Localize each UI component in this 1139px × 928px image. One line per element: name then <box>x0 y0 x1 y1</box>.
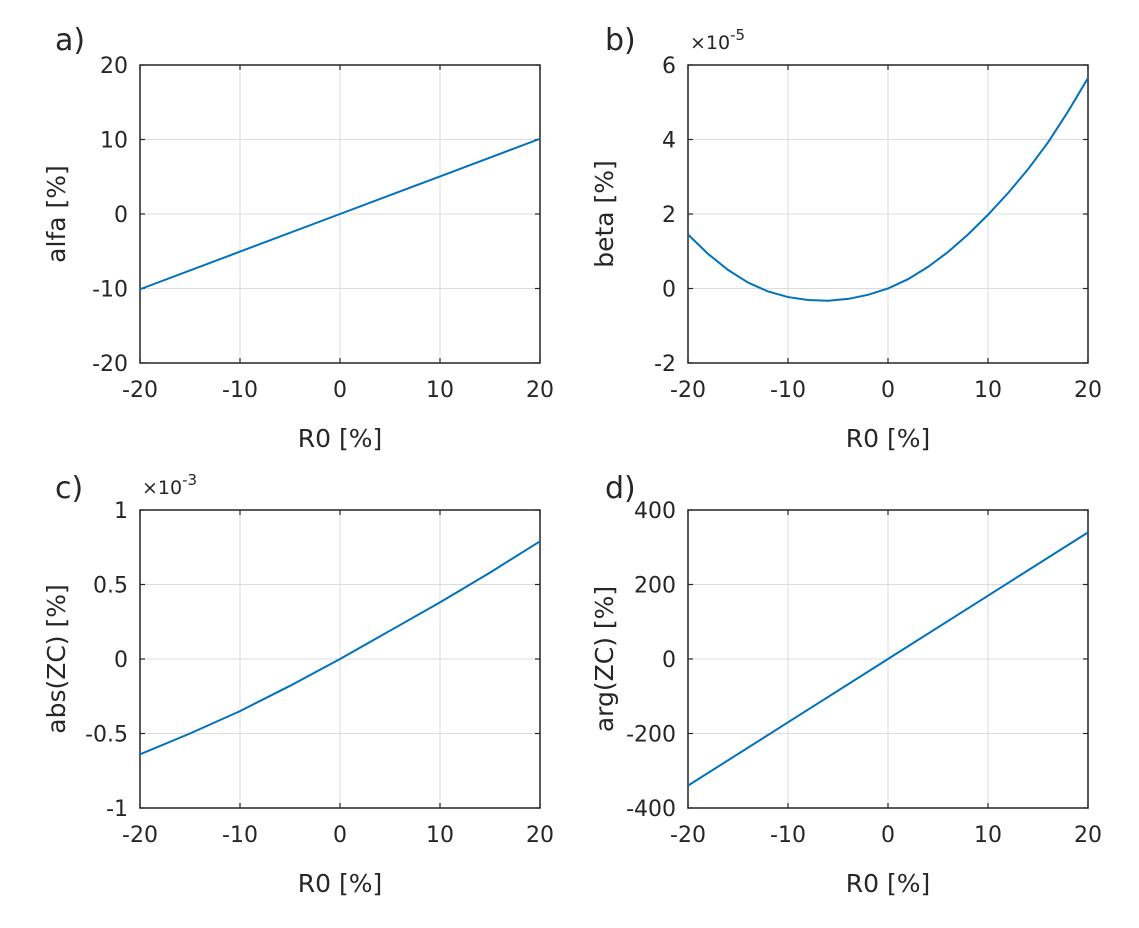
panel-c-series-line <box>139 540 541 756</box>
panel-c-y-axis-label: abs(ZC) [%] <box>42 584 71 734</box>
panel-b-y-axis-label: beta [%] <box>590 160 619 268</box>
panel-d: -20 -10 0 10 20 -400 -200 0 200 400 R0 [%] arg(ZC) … <box>590 471 1102 898</box>
panel-d-x-tick-label: 0 <box>881 823 895 848</box>
panel-b-x-tick-label: -10 <box>770 378 806 403</box>
panel-c-x-tick-label: -20 <box>122 823 158 848</box>
panel-a-y-tick-label: 10 <box>100 129 128 154</box>
panel-a: -20 -10 0 10 20 -20 -10 0 10 20 R0 [%] alfa [%] a) <box>42 23 554 453</box>
panel-b-x-tick-label: 10 <box>974 378 1002 403</box>
panel-d-letter: d) <box>605 471 636 506</box>
panel-d-x-axis-label: R0 [%] <box>846 869 931 898</box>
panel-d-y-tick-label: 200 <box>634 574 676 599</box>
panel-c-x-tick-label: 20 <box>526 823 554 848</box>
panel-b-exponent-power: -5 <box>730 26 745 44</box>
panel-d-y-tick-label: 400 <box>634 499 676 524</box>
panel-c-y-tick-label: -1 <box>106 797 128 822</box>
panel-b-x-tick-label: 0 <box>881 378 895 403</box>
panel-b-letter: b) <box>605 23 636 58</box>
panel-b-y-tick-label: 2 <box>662 203 676 228</box>
panel-a-x-tick-label: 0 <box>333 378 347 403</box>
panel-a-y-tick-label: 0 <box>114 203 128 228</box>
panel-b-series-line <box>687 77 1089 302</box>
panel-d-x-tick-label: 20 <box>1074 823 1102 848</box>
panel-a-y-tick-label: 20 <box>100 54 128 79</box>
panel-a-x-tick-label: -20 <box>122 378 158 403</box>
panel-c-y-tick-label: -0.5 <box>85 723 128 748</box>
panel-c-x-tick-label: 0 <box>333 823 347 848</box>
panel-a-x-tick-label: -10 <box>222 378 258 403</box>
panel-a-y-axis-label: alfa [%] <box>42 165 71 263</box>
panel-b-y-tick-label: -2 <box>654 352 676 377</box>
panel-c-letter: c) <box>55 471 83 506</box>
panel-d-series-line <box>687 531 1089 787</box>
panel-d-x-tick-label: -10 <box>770 823 806 848</box>
panel-c-y-tick-label: 0 <box>114 648 128 673</box>
panel-c-x-axis-label: R0 [%] <box>298 869 383 898</box>
panel-a-y-tick-label: -20 <box>92 352 128 377</box>
panel-c-exponent-power: -3 <box>182 471 197 489</box>
panel-c-x-tick-label: 10 <box>426 823 454 848</box>
panel-a-y-tick-label: -10 <box>92 278 128 303</box>
panel-d-y-axis-label: arg(ZC) [%] <box>590 586 619 732</box>
panel-d-y-tick-label: -400 <box>626 797 676 822</box>
panel-b-exponent-label: ×10-5 <box>690 26 745 54</box>
panel-c-exponent-label: ×10-3 <box>142 471 197 499</box>
panel-b-y-tick-label: 4 <box>662 129 676 154</box>
panel-a-x-axis-label: R0 [%] <box>298 424 383 453</box>
panel-a-letter: a) <box>55 23 85 58</box>
panel-a-x-tick-label: 10 <box>426 378 454 403</box>
panel-b-x-axis-label: R0 [%] <box>846 424 931 453</box>
panel-b-y-tick-label: 6 <box>662 54 676 79</box>
panel-d-x-tick-label: 10 <box>974 823 1002 848</box>
panel-a-series-line <box>139 137 541 291</box>
panel-b-x-tick-label: 20 <box>1074 378 1102 403</box>
panel-c-x-tick-label: -10 <box>222 823 258 848</box>
panel-b-y-tick-label: 0 <box>662 278 676 303</box>
panel-a-x-tick-label: 20 <box>526 378 554 403</box>
panel-c: -20 -10 0 10 20 -1 -0.5 0 0.5 1 R0 [%] abs(ZC) [%] ×… <box>42 471 554 898</box>
panel-c-y-tick-label: 0.5 <box>93 574 128 599</box>
panel-c-y-tick-label: 1 <box>114 499 128 524</box>
panel-d-x-tick-label: -20 <box>670 823 706 848</box>
panel-d-y-tick-label: -200 <box>626 723 676 748</box>
panel-d-y-tick-label: 0 <box>662 648 676 673</box>
panel-b-x-tick-label: -20 <box>670 378 706 403</box>
